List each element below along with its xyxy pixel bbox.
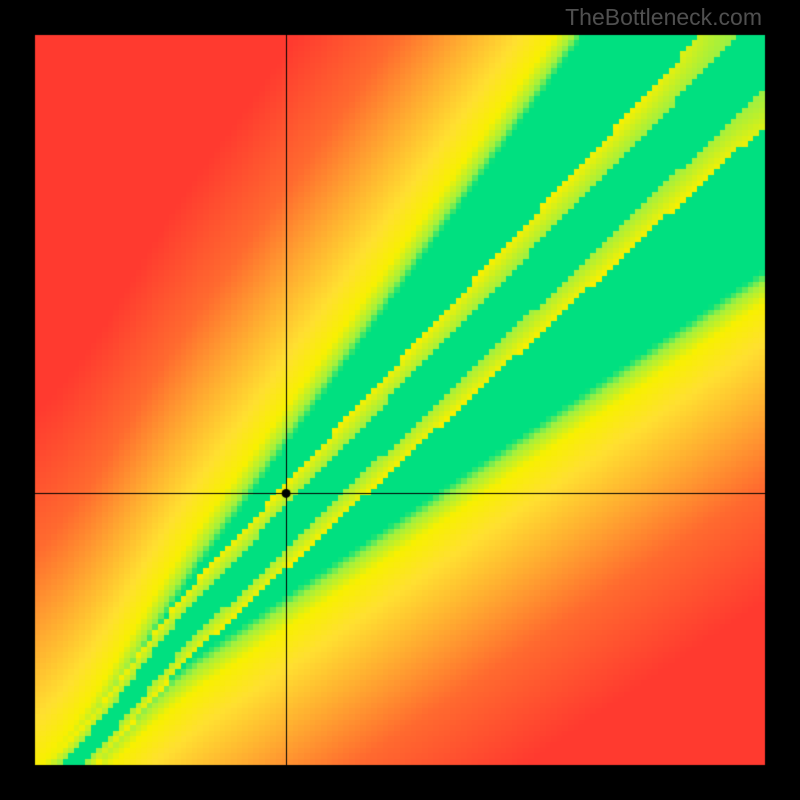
bottleneck-heatmap — [0, 0, 800, 800]
chart-container: TheBottleneck.com — [0, 0, 800, 800]
watermark-text: TheBottleneck.com — [565, 4, 762, 31]
